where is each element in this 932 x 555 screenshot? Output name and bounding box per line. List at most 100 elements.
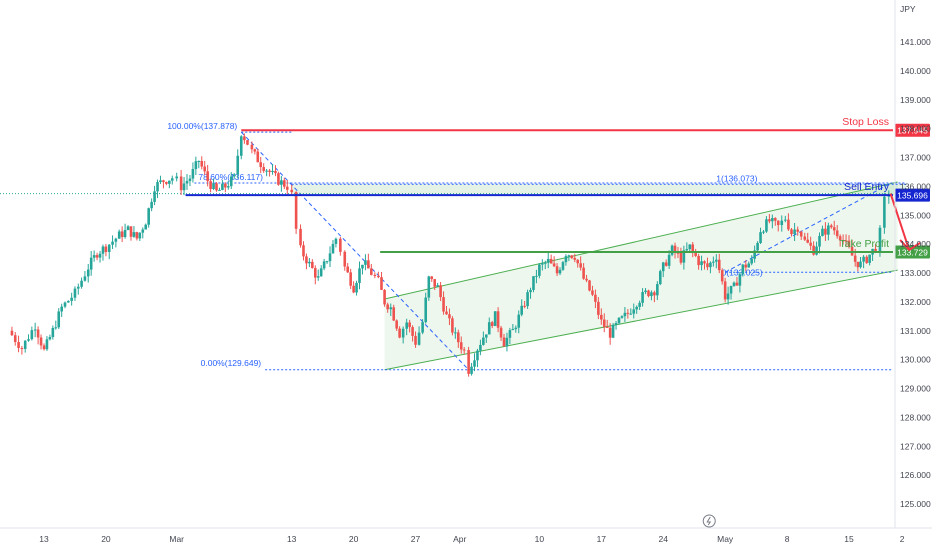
y-tick-label[interactable]: 125.000	[900, 499, 931, 509]
candle-up	[436, 285, 439, 287]
y-tick-label[interactable]: 140.000	[900, 66, 931, 76]
channel-lower-line[interactable]	[384, 269, 898, 371]
candle-up	[27, 339, 30, 341]
y-tick-label[interactable]: 131.000	[900, 326, 931, 336]
y-tick-label[interactable]: 135.000	[900, 210, 931, 220]
candle-down	[200, 160, 204, 167]
candle-down	[706, 263, 709, 268]
y-tick-label[interactable]: 133.000	[900, 268, 931, 278]
candle-up	[185, 181, 189, 184]
y-tick-label[interactable]: 141.000	[900, 37, 931, 47]
candle-down	[253, 149, 257, 152]
y-tick-label[interactable]: 134.000	[900, 239, 931, 249]
channel-upper-line[interactable]	[384, 181, 898, 300]
candle-down	[490, 322, 494, 326]
x-tick-label[interactable]: 13	[287, 534, 297, 544]
candle-up	[759, 232, 762, 243]
candle-up	[685, 249, 689, 251]
candle-up	[355, 282, 358, 293]
x-tick-label[interactable]: 20	[349, 534, 359, 544]
candle-up	[883, 196, 886, 228]
candle-down	[462, 349, 466, 351]
candle-down	[523, 305, 526, 307]
y-tick-label[interactable]: 132.000	[900, 297, 931, 307]
candle-down	[256, 151, 260, 163]
candle-down	[697, 255, 700, 266]
candle-up	[401, 328, 405, 338]
candle-up	[561, 262, 565, 270]
candle-down	[856, 261, 860, 268]
candle-up	[567, 255, 571, 257]
x-tick-label[interactable]: 20	[101, 534, 111, 544]
candle-up	[159, 180, 162, 183]
x-tick-label[interactable]: 15	[844, 534, 854, 544]
candle-down	[555, 266, 559, 274]
candle-up	[470, 366, 473, 374]
y-tick-label[interactable]: 128.000	[900, 412, 931, 422]
candle-up	[153, 191, 156, 202]
x-tick-label[interactable]: Apr	[453, 534, 466, 544]
y-tick-label[interactable]: 139.000	[900, 95, 931, 105]
lightning-icon[interactable]	[702, 514, 716, 528]
candle-down	[20, 348, 24, 350]
candle-down	[386, 304, 389, 310]
y-tick-label[interactable]: 137.000	[900, 153, 931, 163]
candle-up	[117, 231, 121, 239]
candle-up	[226, 186, 230, 188]
candle-up	[712, 261, 715, 263]
candle-down	[676, 252, 680, 254]
y-tick-label[interactable]: 129.000	[900, 384, 931, 394]
candle-up	[747, 263, 751, 268]
x-tick-label[interactable]: 2	[900, 534, 905, 544]
candle-down	[339, 238, 342, 252]
x-tick-label[interactable]: 17	[597, 534, 607, 544]
take-profit-label: Take Profit	[839, 238, 889, 250]
candle-down	[294, 192, 298, 229]
candle-up	[538, 264, 541, 276]
candle-down	[290, 189, 293, 193]
candle-up	[89, 257, 93, 270]
candle-up	[656, 284, 659, 296]
candle-down	[679, 253, 683, 263]
candle-down	[302, 245, 305, 257]
candle-up	[325, 261, 329, 263]
x-tick-label[interactable]: 10	[535, 534, 545, 544]
y-tick-label[interactable]: 126.000	[900, 470, 931, 480]
candle-up	[732, 282, 736, 286]
y-tick-label[interactable]: 136.000	[900, 181, 931, 191]
y-tick-label[interactable]: 130.000	[900, 355, 931, 365]
y-tick-label[interactable]: 138.000	[900, 124, 931, 134]
fib-label-0: 0.00%(129.649)	[201, 358, 262, 368]
candle-down	[277, 173, 280, 185]
candle-up	[358, 268, 361, 283]
x-tick-label[interactable]: 8	[785, 534, 790, 544]
x-tick-label[interactable]: 27	[411, 534, 421, 544]
candle-down	[206, 171, 209, 182]
candle-up	[271, 170, 274, 173]
candle-up	[316, 276, 320, 278]
candle-up	[514, 327, 518, 330]
x-tick-label[interactable]: Mar	[169, 534, 184, 544]
candle-down	[865, 256, 868, 263]
x-tick-label[interactable]: 24	[658, 534, 668, 544]
y-tick-label[interactable]: 127.000	[900, 441, 931, 451]
candle-down	[853, 255, 857, 262]
candle-down	[262, 167, 265, 171]
candle-up	[511, 329, 515, 331]
candle-down	[605, 326, 609, 328]
x-tick-label[interactable]: May	[717, 534, 734, 544]
candle-up	[741, 264, 745, 275]
candle-down	[448, 314, 451, 319]
candle-up	[635, 306, 638, 310]
candle-down	[451, 318, 454, 333]
candle-up	[405, 322, 408, 329]
candle-down	[803, 236, 807, 240]
candle-down	[874, 248, 877, 252]
candle-up	[147, 208, 150, 225]
candle-down	[608, 327, 612, 338]
x-tick-label[interactable]: 13	[39, 534, 49, 544]
candle-down	[735, 282, 739, 286]
candle-up	[92, 255, 96, 258]
candle-down	[806, 239, 810, 243]
